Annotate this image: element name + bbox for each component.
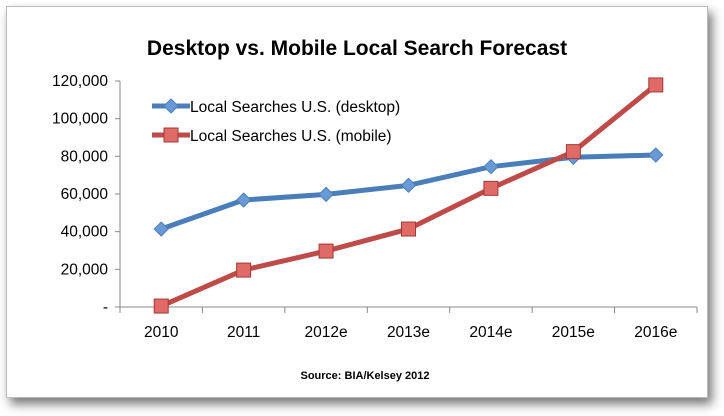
y-tick-label: 80,000 [61,148,109,165]
source-note: Source: BIA/Kelsey 2012 [300,370,429,382]
x-tick-label: 2014e [469,324,512,341]
x-tick-label: 2011 [227,324,260,341]
series-line-mobile [160,83,658,309]
y-tick-label: - [103,299,108,316]
x-tick-label: 2015e [552,324,595,341]
y-tick-label: 60,000 [61,186,109,203]
y-tick-label: 40,000 [61,224,109,241]
data-point-square [565,144,581,160]
data-point-diamond [153,221,169,237]
x-tick-label: 2016e [634,324,677,341]
x-tick-label: 2012e [305,324,348,341]
legend-label: Local Searches U.S. (mobile) [190,128,392,145]
data-point-diamond [648,147,664,163]
data-point-diamond [235,192,252,208]
data-point-diamond [483,158,499,175]
data-point-diamond [163,98,179,114]
data-point-square [318,243,334,259]
chart-card [6,6,708,398]
data-point-square [648,77,664,93]
y-tick-label: 100,000 [52,111,108,128]
data-point-square [153,298,169,314]
x-tick-label: 2010 [144,324,179,341]
data-point-square [483,180,499,196]
y-tick-label: 120,000 [52,73,108,90]
x-tick-label: 2013e [387,324,430,341]
data-point-diamond [400,177,417,194]
data-point-square [163,127,179,143]
legend-label: Local Searches U.S. (desktop) [190,99,400,116]
chart-title: Desktop vs. Mobile Local Search Forecast [147,37,567,60]
data-point-square [236,262,252,278]
data-point-square [401,221,416,237]
data-point-diamond [318,186,334,203]
y-tick-label: 20,000 [61,261,109,278]
